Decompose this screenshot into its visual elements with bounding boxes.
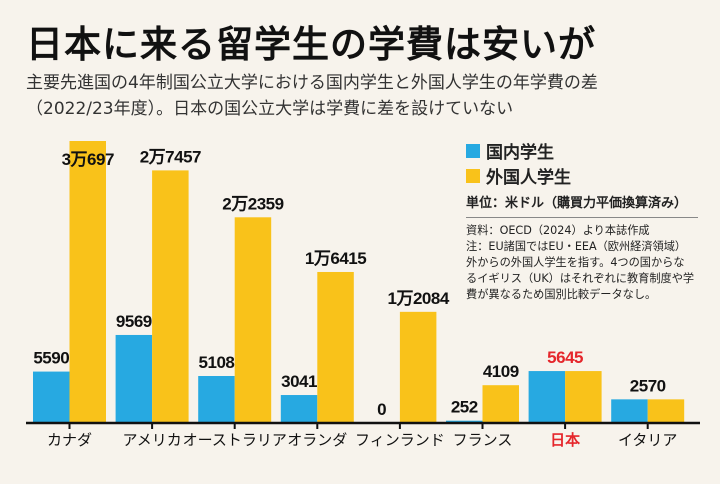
legend-label-foreign: 外国人学生	[486, 168, 571, 188]
data-label-domestic: 9569	[116, 312, 152, 331]
note-line: 資料：OECD（2024）より本誌作成	[466, 224, 650, 237]
legend-swatch-domestic	[466, 143, 480, 158]
x-tick-label: フランス	[453, 431, 513, 449]
bar-foreign	[482, 385, 519, 423]
data-label-domestic: 5590	[33, 349, 69, 368]
x-tick-label: イタリア	[618, 431, 677, 449]
data-label-foreign: 1万2084	[388, 289, 450, 308]
bar-foreign	[647, 399, 685, 423]
data-label-domestic: 5645	[547, 348, 583, 367]
legend-item-foreign: 外国人学生	[466, 163, 571, 188]
bar-foreign	[399, 311, 437, 423]
bar-foreign	[69, 141, 106, 423]
x-tick-label: カナダ	[47, 431, 92, 449]
note-line: 注：EU諸国ではEU・EEA（欧州経済領域）	[466, 240, 687, 253]
subtitle-line-2: （2022/23年度）。日本の国公立大学は学費に差を設けていない	[26, 99, 514, 119]
x-tick-label: フィンランド	[355, 431, 445, 449]
data-label-domestic: 3041	[281, 372, 317, 391]
unit-label: 単位：米ドル（購買力平価換算済み）	[466, 196, 688, 211]
note-line: 費が異なるため国別比較データなし。	[466, 288, 657, 301]
data-label-domestic: 5108	[199, 353, 235, 372]
subtitle-line-1: 主要先進国の4年制国公立大学における国内学生と外国人学生の年学費の差	[26, 73, 598, 93]
x-tick-label: オランダ	[287, 431, 347, 449]
source-notes: 資料：OECD（2024）より本誌作成 注：EU諸国ではEU・EEA（欧州経済領…	[466, 223, 698, 303]
data-label-domestic: 252	[451, 398, 478, 417]
divider	[466, 217, 698, 218]
legend: 国内学生 外国人学生 単位：米ドル（購買力平価換算済み） 資料：OECD（202…	[466, 138, 698, 303]
legend-swatch-foreign	[466, 168, 480, 183]
data-label-foreign: 4109	[483, 362, 519, 381]
legend-item-domestic: 国内学生	[466, 138, 554, 163]
bar-foreign	[234, 217, 272, 423]
note-line: るイギリス（UK）はそれぞれに教育制度や学	[466, 272, 695, 285]
legend-label-domestic: 国内学生	[486, 143, 554, 163]
x-tick-label: オーストラリア	[183, 431, 287, 449]
bar-domestic	[528, 371, 566, 423]
data-label-foreign: 2万2359	[222, 194, 283, 213]
bar-domestic	[198, 376, 235, 423]
bar-foreign	[317, 271, 354, 423]
data-label-domestic: 2570	[630, 376, 666, 395]
bar-foreign	[152, 170, 189, 423]
x-tick-label: アメリカ	[122, 431, 181, 449]
bar-domestic	[280, 395, 318, 423]
note-line: 外からの外国人学生を指す。4つの国からな	[466, 256, 685, 269]
x-tick-label: 日本	[550, 431, 580, 449]
bar-domestic	[115, 334, 153, 423]
data-label-foreign: 1万6415	[305, 249, 366, 268]
bar-foreign	[565, 371, 602, 423]
chart-title: 日本に来る留学生の学費は安いが	[26, 23, 596, 66]
bar-domestic	[33, 371, 70, 423]
bar-domestic	[611, 399, 648, 423]
data-label-domestic: 0	[377, 400, 386, 419]
data-label-foreign: 2万7457	[140, 147, 201, 166]
data-label-foreign: 3万697	[62, 150, 114, 169]
